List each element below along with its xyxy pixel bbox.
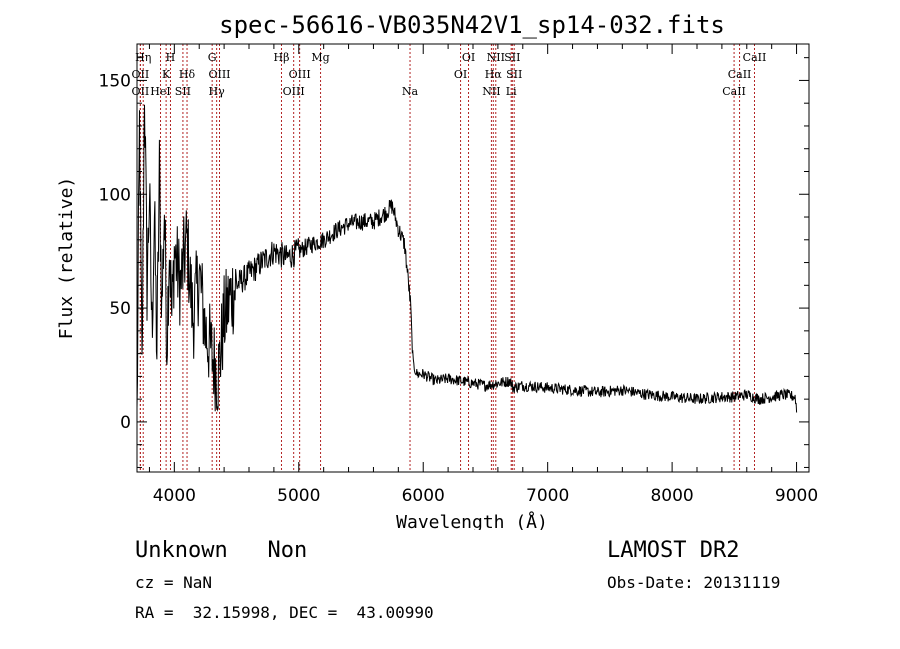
x-tick-label: 7000 bbox=[526, 486, 569, 506]
x-tick-label: 9000 bbox=[775, 486, 818, 506]
object-class: Unknown Non bbox=[135, 538, 308, 563]
line-label: OIII bbox=[283, 85, 305, 98]
line-label: NII bbox=[482, 85, 500, 98]
chart-background bbox=[0, 0, 900, 530]
obs-date: Obs-Date: 20131119 bbox=[607, 573, 781, 592]
line-label: CaII bbox=[743, 51, 767, 64]
x-axis-label: Wavelength (Å) bbox=[396, 511, 548, 530]
y-axis-label: Flux (relative) bbox=[56, 177, 77, 340]
line-label: OII bbox=[132, 85, 150, 98]
line-label: K bbox=[162, 68, 171, 81]
y-tick-label: 150 bbox=[99, 71, 131, 91]
line-label: Hη bbox=[135, 51, 151, 64]
line-label: OI bbox=[462, 51, 475, 64]
line-label: Hβ bbox=[274, 51, 290, 64]
x-tick-label: 6000 bbox=[402, 486, 445, 506]
chart-title: spec-56616-VB035N42V1_sp14-032.fits bbox=[219, 11, 725, 39]
x-tick-label: 4000 bbox=[153, 486, 196, 506]
x-tick-label: 8000 bbox=[650, 486, 693, 506]
line-label: H bbox=[166, 51, 176, 64]
line-label: OII bbox=[132, 68, 150, 81]
spectral-line-labels: OIIOIIHηHeIKHSIIHδGHγOIIIHβOIIIOIIIMgNaO… bbox=[132, 51, 767, 98]
line-label: Li bbox=[506, 85, 517, 98]
line-label: Na bbox=[402, 85, 419, 98]
spectrum-line bbox=[137, 104, 798, 413]
survey-name: LAMOST DR2 bbox=[607, 538, 740, 563]
y-tick-label: 0 bbox=[120, 413, 131, 433]
line-label: SII bbox=[506, 68, 522, 81]
line-label: Hδ bbox=[179, 68, 196, 81]
line-label: OIII bbox=[208, 68, 230, 81]
spectrum-chart: spec-56616-VB035N42V1_sp14-032.fits OII O… bbox=[0, 0, 900, 530]
redshift-cz: cz = NaN bbox=[135, 573, 213, 592]
line-label: Hγ bbox=[209, 85, 226, 98]
line-label: OIII bbox=[289, 68, 311, 81]
y-tick-label: 50 bbox=[109, 299, 131, 319]
y-tick-label: 100 bbox=[99, 185, 131, 205]
line-label: G bbox=[208, 51, 217, 64]
line-label: SII bbox=[504, 51, 520, 64]
line-label: SII bbox=[175, 85, 191, 98]
line-label: CaII bbox=[722, 85, 746, 98]
line-label: HeI bbox=[150, 85, 170, 98]
x-tick-label: 5000 bbox=[277, 486, 320, 506]
line-label: OI bbox=[454, 68, 467, 81]
line-label: NII bbox=[487, 51, 505, 64]
line-label: Mg bbox=[311, 51, 329, 64]
spectrum-layer bbox=[137, 104, 798, 413]
x-axis: 4000 5000 6000 7000 8000 9000 bbox=[148, 44, 818, 506]
line-label: Hα bbox=[485, 68, 503, 81]
line-label: CaII bbox=[728, 68, 752, 81]
ra-dec: RA = 32.15998, DEC = 43.00990 bbox=[135, 603, 434, 622]
y-axis: 0 50 100 150 bbox=[99, 57, 809, 468]
